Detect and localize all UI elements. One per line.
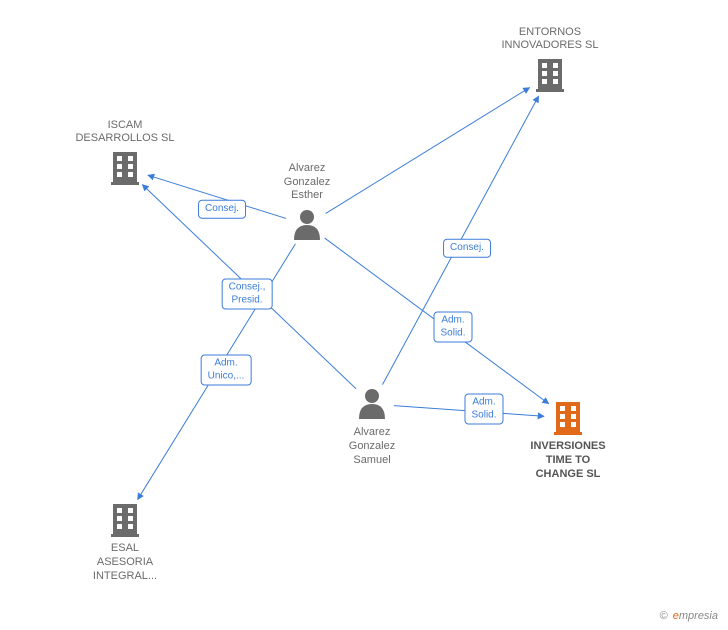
nodes-layer — [0, 0, 728, 630]
company-icon[interactable] — [111, 504, 139, 537]
person-icon[interactable] — [359, 389, 385, 419]
company-icon[interactable] — [536, 59, 564, 92]
edge-label: Consej., Presid. — [222, 279, 273, 310]
edge-label: Adm. Solid. — [464, 394, 503, 425]
brand: empresia — [673, 610, 718, 622]
copyright-symbol: © — [660, 610, 668, 622]
edge-label: Adm. Unico,... — [201, 355, 252, 386]
company-icon[interactable] — [554, 402, 582, 435]
edge-label: Consej. — [198, 200, 246, 219]
edge-label: Adm. Solid. — [433, 312, 472, 343]
copyright: © empresia — [660, 610, 718, 622]
edge-label: Consej. — [443, 239, 491, 258]
diagram-stage: ISCAM DESARROLLOS SLENTORNOS INNOVADORES… — [0, 0, 728, 630]
company-icon[interactable] — [111, 152, 139, 185]
person-icon[interactable] — [294, 210, 320, 240]
